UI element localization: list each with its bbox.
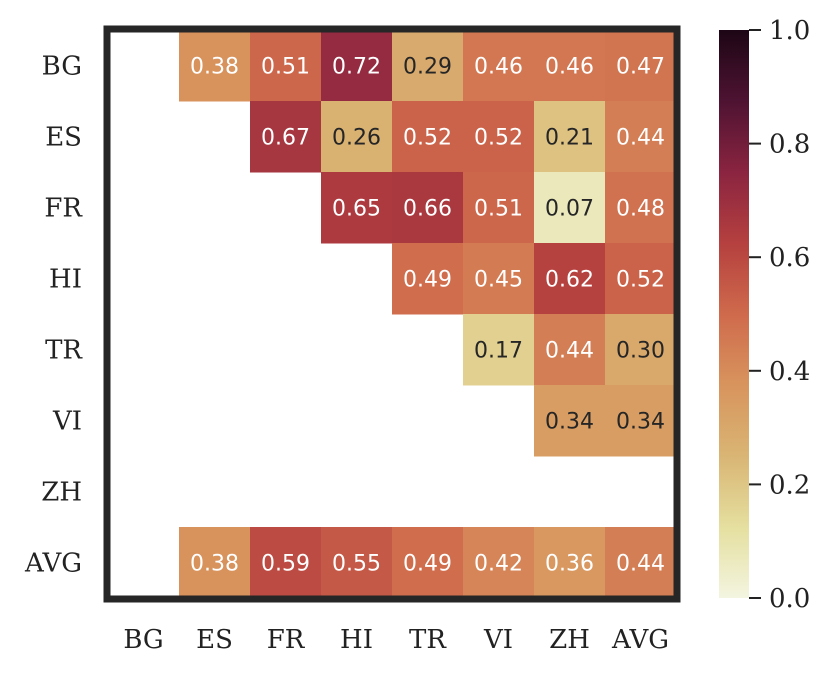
colorbar-tick-label: 0.2 bbox=[769, 470, 810, 500]
colorbar-tick-label: 0.6 bbox=[769, 243, 810, 273]
heatmap-cell-bg-zh bbox=[534, 30, 606, 102]
heatmap-cell-fr-vi bbox=[463, 172, 535, 244]
column-tick-labels: BG ES FR HI TR VI ZH AVG bbox=[123, 625, 669, 655]
heatmap-cell-bg-fr bbox=[250, 30, 322, 102]
heatmap-cell-avg-vi bbox=[463, 527, 535, 599]
cell-value-label: 0.65 bbox=[332, 197, 381, 222]
colorbar-tick-label: 0.8 bbox=[769, 130, 810, 160]
heatmap-cell-hi-zh bbox=[534, 243, 606, 315]
column-label-fr: FR bbox=[267, 625, 306, 655]
heatmap-cell-hi-tr bbox=[392, 243, 464, 315]
cell-value-label: 0.42 bbox=[474, 552, 523, 577]
heatmap-cell-hi-avg bbox=[605, 243, 677, 315]
heatmap-cell-avg-tr bbox=[392, 527, 464, 599]
heatmap-cell-avg-avg bbox=[605, 527, 677, 599]
row-label-es: ES bbox=[45, 123, 82, 153]
cell-value-label: 0.52 bbox=[403, 126, 452, 151]
column-label-vi: VI bbox=[483, 625, 513, 655]
column-label-es: ES bbox=[196, 625, 233, 655]
cell-value-label: 0.46 bbox=[474, 55, 523, 80]
heatmap-frame bbox=[103, 25, 681, 603]
heatmap-cell-es-avg bbox=[605, 101, 677, 173]
heatmap-cell-avg-zh bbox=[534, 527, 606, 599]
row-label-avg: AVG bbox=[24, 549, 82, 579]
row-label-zh: ZH bbox=[41, 478, 82, 508]
heatmap-cell-bg-vi bbox=[463, 30, 535, 102]
cell-value-label: 0.38 bbox=[190, 552, 239, 577]
heatmap-cell-es-hi bbox=[321, 101, 393, 173]
cell-value-label: 0.29 bbox=[403, 55, 452, 80]
colorbar: 0.0 0.2 0.4 0.6 0.8 1.0 bbox=[719, 16, 810, 614]
row-label-vi: VI bbox=[52, 407, 82, 437]
cell-value-label: 0.45 bbox=[474, 268, 523, 293]
heatmap-cells: 0.38 0.51 0.72 0.29 0.46 0.46 0.47 0.67 0.26 0.52… bbox=[179, 30, 677, 599]
heatmap-cell-avg-hi bbox=[321, 527, 393, 599]
cell-value-label: 0.52 bbox=[474, 126, 523, 151]
cell-value-label: 0.30 bbox=[616, 339, 665, 364]
heatmap-cell-avg-fr bbox=[250, 527, 322, 599]
column-label-bg: BG bbox=[123, 625, 163, 655]
heatmap-cell-vi-zh bbox=[534, 385, 606, 457]
heatmap-cell-es-vi bbox=[463, 101, 535, 173]
cell-value-label: 0.52 bbox=[616, 268, 665, 293]
heatmap-cell-bg-avg bbox=[605, 30, 677, 102]
colorbar-tick-label: 0.4 bbox=[769, 357, 810, 387]
column-label-hi: HI bbox=[340, 625, 373, 655]
cell-value-label: 0.47 bbox=[616, 55, 665, 80]
colorbar-gradient bbox=[719, 30, 749, 598]
cell-value-label: 0.49 bbox=[403, 552, 452, 577]
cell-value-label: 0.38 bbox=[190, 55, 239, 80]
row-label-fr: FR bbox=[44, 194, 83, 224]
cell-value-label: 0.59 bbox=[261, 552, 310, 577]
heatmap-cell-bg-hi bbox=[321, 30, 393, 102]
heatmap-cell-avg-es bbox=[179, 527, 251, 599]
column-label-tr: TR bbox=[409, 625, 447, 655]
cell-value-label: 0.21 bbox=[545, 126, 594, 151]
row-label-hi: HI bbox=[49, 265, 82, 295]
heatmap-cell-fr-tr bbox=[392, 172, 464, 244]
heatmap-cell-tr-zh bbox=[534, 314, 606, 386]
cell-value-label: 0.34 bbox=[616, 410, 665, 435]
cell-value-label: 0.07 bbox=[545, 197, 594, 222]
cell-value-label: 0.44 bbox=[616, 126, 665, 151]
heatmap-cell-fr-avg bbox=[605, 172, 677, 244]
row-label-bg: BG bbox=[42, 52, 82, 82]
heatmap-cell-bg-tr bbox=[392, 30, 464, 102]
colorbar-tick-label: 1.0 bbox=[769, 16, 810, 46]
cell-value-label: 0.66 bbox=[403, 197, 452, 222]
heatmap-cell-es-tr bbox=[392, 101, 464, 173]
column-label-zh: ZH bbox=[549, 625, 590, 655]
heatmap-cell-tr-avg bbox=[605, 314, 677, 386]
heatmap-cell-bg-es bbox=[179, 30, 251, 102]
cell-value-label: 0.51 bbox=[261, 55, 310, 80]
cell-value-label: 0.55 bbox=[332, 552, 381, 577]
cell-value-label: 0.48 bbox=[616, 197, 665, 222]
cell-value-label: 0.62 bbox=[545, 268, 594, 293]
cell-value-label: 0.51 bbox=[474, 197, 523, 222]
cell-value-label: 0.34 bbox=[545, 410, 594, 435]
heatmap-cell-hi-vi bbox=[463, 243, 535, 315]
cell-value-label: 0.17 bbox=[474, 339, 523, 364]
cell-value-label: 0.72 bbox=[332, 55, 381, 80]
column-label-avg: AVG bbox=[611, 625, 669, 655]
cell-value-label: 0.26 bbox=[332, 126, 381, 151]
cell-value-label: 0.46 bbox=[545, 55, 594, 80]
cell-value-label: 0.44 bbox=[616, 552, 665, 577]
cell-value-label: 0.36 bbox=[545, 552, 594, 577]
cell-value-label: 0.44 bbox=[545, 339, 594, 364]
heatmap-cell-fr-zh bbox=[534, 172, 606, 244]
heatmap-cell-fr-hi bbox=[321, 172, 393, 244]
cell-value-label: 0.67 bbox=[261, 126, 310, 151]
heatmap-cell-es-zh bbox=[534, 101, 606, 173]
cell-value-label: 0.49 bbox=[403, 268, 452, 293]
row-label-tr: TR bbox=[45, 336, 83, 366]
colorbar-tick-label: 0.0 bbox=[769, 584, 810, 614]
row-tick-labels: BG ES FR HI TR VI ZH AVG bbox=[24, 52, 83, 579]
heatmap-cell-vi-avg bbox=[605, 385, 677, 457]
heatmap-cell-tr-vi bbox=[463, 314, 535, 386]
heatmap-cell-es-fr bbox=[250, 101, 322, 173]
